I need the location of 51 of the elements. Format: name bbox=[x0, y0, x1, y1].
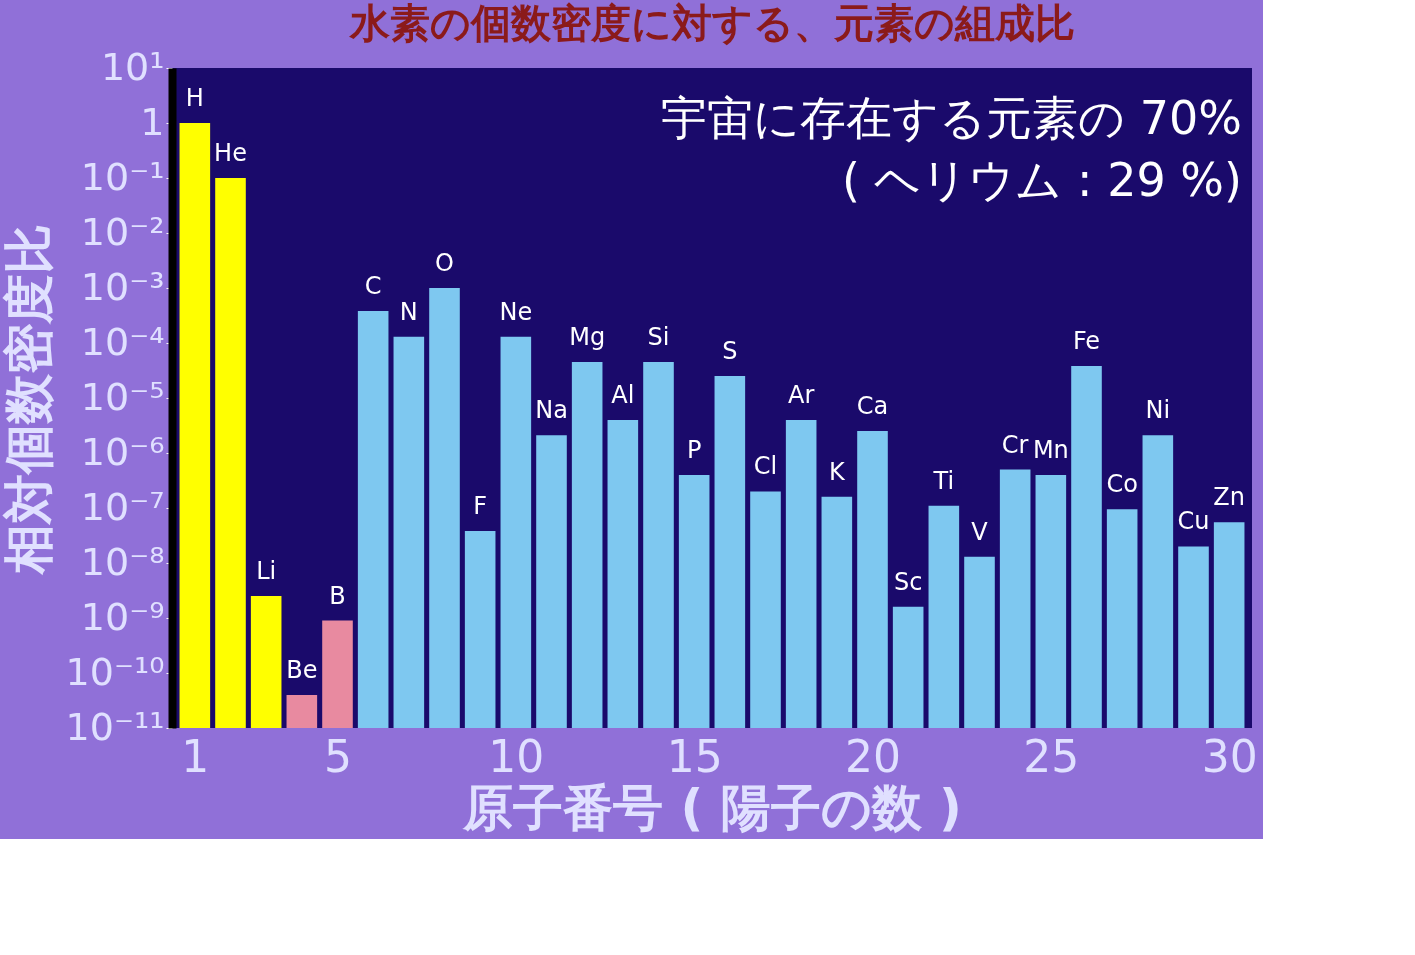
data-label: H bbox=[185, 84, 204, 112]
data-label: Zn bbox=[1213, 483, 1245, 512]
x-tick-label: 25 bbox=[1023, 730, 1080, 782]
y-tick-label: 10¹ bbox=[100, 44, 165, 89]
y-tick-label: 10⁻⁴ bbox=[80, 319, 165, 364]
data-label: N bbox=[399, 297, 418, 326]
data-label: Si bbox=[647, 323, 670, 352]
data-label: He bbox=[214, 139, 247, 167]
data-label: C bbox=[364, 272, 382, 301]
y-tick-label: 10⁻² bbox=[80, 209, 165, 254]
x-tick-label: 30 bbox=[1201, 730, 1258, 782]
y-tick-label: 10⁻³ bbox=[80, 264, 165, 309]
data-label: Ti bbox=[932, 466, 955, 495]
data-label: Be bbox=[286, 655, 318, 684]
data-label: K bbox=[828, 457, 846, 486]
y-tick-label: 10⁻⁹ bbox=[80, 594, 165, 639]
data-label: Li bbox=[256, 557, 277, 586]
data-label: Al bbox=[611, 380, 635, 409]
data-label: Mg bbox=[569, 323, 606, 352]
data-label: Fe bbox=[1072, 327, 1101, 356]
data-label: Ar bbox=[788, 380, 815, 409]
y-axis-title: 相対個数密度比 bbox=[0, 223, 58, 576]
y-tick-label: 1 bbox=[140, 99, 165, 144]
y-tick-label: 10⁻⁸ bbox=[80, 539, 165, 584]
data-label: O bbox=[435, 249, 454, 277]
data-label: Cl bbox=[753, 452, 778, 481]
data-label: V bbox=[971, 517, 989, 546]
data-label: Mn bbox=[1032, 435, 1069, 464]
data-label: F bbox=[473, 492, 488, 521]
data-label: Ca bbox=[856, 392, 889, 421]
x-tick-label: 5 bbox=[324, 730, 352, 782]
data-label: B bbox=[329, 581, 346, 610]
annotation: ( ヘリウム : 29 %) bbox=[841, 153, 1242, 207]
annotation: 宇宙に存在する元素の 70% bbox=[661, 91, 1242, 145]
chart-title: 水素の個数密度に対する、元素の組成比 bbox=[347, 0, 1075, 46]
data-label: Cr bbox=[1001, 430, 1029, 459]
data-label: Ne bbox=[499, 297, 533, 326]
data-label: Na bbox=[535, 396, 568, 425]
x-tick-label: 1 bbox=[181, 730, 210, 782]
data-label: S bbox=[722, 337, 738, 366]
y-tick-label: 10⁻¹¹ bbox=[65, 704, 165, 749]
data-label: Ni bbox=[1145, 396, 1171, 425]
y-tick-label: 10⁻⁶ bbox=[80, 429, 165, 474]
data-label: Co bbox=[1106, 470, 1138, 499]
data-label: Sc bbox=[893, 567, 923, 596]
y-tick-label: 10⁻¹ bbox=[80, 154, 165, 199]
y-tick-label: 10⁻⁵ bbox=[80, 374, 165, 419]
data-label: P bbox=[686, 435, 702, 464]
y-tick-label: 10⁻⁷ bbox=[80, 484, 165, 529]
y-tick-label: 10⁻¹⁰ bbox=[65, 649, 165, 694]
data-label: Cu bbox=[1177, 507, 1210, 536]
